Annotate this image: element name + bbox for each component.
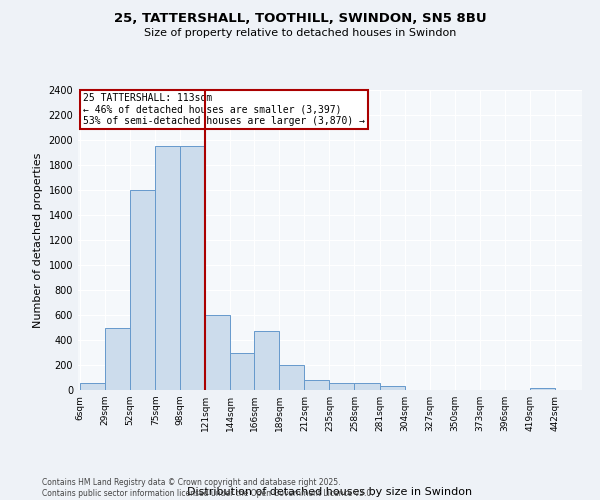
Bar	[380, 386, 404, 390]
Bar	[304, 380, 329, 390]
Bar	[181, 146, 205, 390]
Text: Size of property relative to detached houses in Swindon: Size of property relative to detached ho…	[144, 28, 456, 38]
Bar	[130, 190, 155, 390]
Bar	[205, 315, 230, 390]
Text: 25 TATTERSHALL: 113sqm
← 46% of detached houses are smaller (3,397)
53% of semi-: 25 TATTERSHALL: 113sqm ← 46% of detached…	[83, 93, 365, 126]
Bar	[155, 146, 181, 390]
Bar	[105, 328, 130, 390]
X-axis label: Distribution of detached houses by size in Swindon: Distribution of detached houses by size …	[187, 487, 473, 497]
Text: 25, TATTERSHALL, TOOTHILL, SWINDON, SN5 8BU: 25, TATTERSHALL, TOOTHILL, SWINDON, SN5 …	[113, 12, 487, 26]
Bar	[80, 383, 105, 390]
Bar	[230, 352, 254, 390]
Y-axis label: Number of detached properties: Number of detached properties	[33, 152, 43, 328]
Bar	[329, 383, 355, 390]
Bar	[280, 365, 304, 390]
Bar	[254, 331, 280, 390]
Text: Contains HM Land Registry data © Crown copyright and database right 2025.
Contai: Contains HM Land Registry data © Crown c…	[42, 478, 374, 498]
Bar	[355, 383, 380, 390]
Bar	[530, 388, 555, 390]
